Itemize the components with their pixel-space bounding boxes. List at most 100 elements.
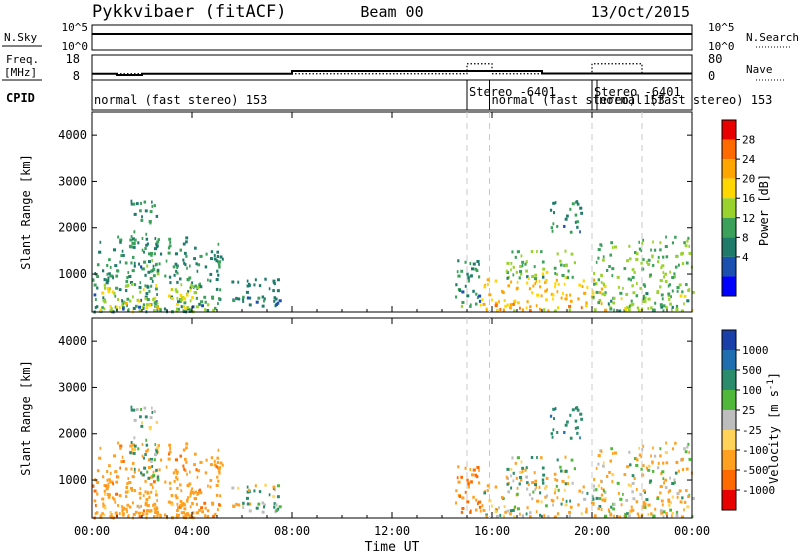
- power-cell: [144, 273, 147, 277]
- power-cell: [556, 290, 559, 294]
- velocity-cell: [643, 505, 647, 509]
- power-cell: [688, 244, 691, 248]
- velocity-cell: [593, 477, 596, 481]
- power-cell: [536, 293, 540, 297]
- velocity-cell: [680, 457, 684, 461]
- velocity-cell: [685, 489, 688, 493]
- velocity-cell: [114, 500, 117, 504]
- velocity-cell: [216, 461, 220, 465]
- power-cell: [671, 308, 673, 312]
- power-cell: [253, 283, 256, 287]
- power-cell: [544, 278, 548, 282]
- power-cell: [681, 290, 684, 294]
- velocity-cell: [557, 488, 560, 492]
- colorbar-swatch: [722, 430, 736, 450]
- power-cell: [676, 289, 679, 293]
- power-cell: [213, 257, 217, 261]
- velocity-cell: [249, 502, 252, 506]
- power-cell: [133, 212, 137, 216]
- colorbar-frame: [721, 119, 737, 297]
- velocity-cell: [512, 508, 515, 512]
- power-cell: [130, 261, 133, 265]
- velocity-cell: [583, 497, 587, 501]
- velocity-cell: [650, 512, 653, 516]
- velocity-cell: [182, 464, 185, 468]
- power-cell: [519, 272, 523, 276]
- power-cell: [631, 302, 635, 306]
- velocity-cell: [656, 497, 660, 501]
- velocity-cell: [143, 466, 147, 470]
- velocity-cell: [681, 468, 685, 472]
- power-cell: [644, 296, 647, 300]
- velocity-cell: [516, 456, 520, 460]
- power-cell: [119, 240, 122, 244]
- velocity-cell: [650, 454, 652, 458]
- power-cell: [691, 290, 695, 294]
- power-cell: [216, 250, 220, 254]
- power-cell: [108, 258, 111, 262]
- power-cell: [134, 304, 138, 308]
- power-cell: [248, 303, 252, 307]
- power-cell: [171, 288, 173, 292]
- power-cell: [618, 309, 622, 313]
- velocity-cell: [652, 446, 654, 450]
- velocity-cell: [641, 448, 644, 452]
- power-cell: [201, 304, 204, 308]
- velocity-cell: [608, 509, 611, 513]
- velocity-cell: [275, 509, 278, 513]
- power-cell: [525, 260, 528, 264]
- power-cell: [600, 302, 603, 306]
- power-cell: [518, 276, 521, 280]
- power-cell: [110, 307, 113, 311]
- velocity-cell: [516, 507, 520, 511]
- velocity-cell: [675, 510, 679, 514]
- velocity-cell: [466, 500, 470, 504]
- x-tick-label: 00:00: [674, 524, 710, 538]
- power-cell: [684, 244, 688, 248]
- velocity-cell: [664, 478, 668, 482]
- power-cell: [99, 308, 102, 312]
- velocity-cell: [568, 514, 571, 518]
- power-cell: [476, 260, 480, 264]
- power-cell: [506, 276, 509, 280]
- y-tick-label: 3000: [58, 380, 87, 394]
- velocity-cell: [544, 486, 547, 490]
- velocity-cell: [105, 487, 109, 491]
- power-cell: [130, 202, 133, 206]
- velocity-cell: [119, 446, 122, 450]
- velocity-cell: [549, 414, 553, 418]
- power-cell: [109, 308, 113, 312]
- velocity-cell: [593, 514, 597, 518]
- power-cell: [519, 264, 523, 268]
- power-cell: [172, 265, 176, 269]
- power-cell: [528, 287, 532, 291]
- power-cell: [216, 255, 220, 259]
- power-cell: [176, 265, 179, 269]
- velocity-cell: [171, 494, 173, 498]
- power-cell: [677, 263, 680, 267]
- power-cell: [219, 288, 222, 292]
- velocity-cell: [683, 508, 685, 512]
- velocity-cell: [132, 501, 134, 505]
- power-cell: [507, 284, 511, 288]
- power-cell: [132, 242, 136, 246]
- power-cell: [119, 238, 123, 242]
- velocity-cell: [176, 502, 179, 506]
- velocity-cell: [579, 412, 583, 416]
- power-cell: [576, 220, 579, 224]
- power-cell: [126, 276, 129, 280]
- velocity-cell: [494, 510, 498, 514]
- power-cell: [109, 305, 112, 309]
- velocity-cell: [209, 485, 212, 489]
- velocity-cell: [601, 498, 605, 502]
- power-cell: [461, 300, 465, 304]
- velocity-cell: [536, 456, 538, 460]
- freq-label-line2: [MHz]: [4, 66, 37, 79]
- power-cell: [273, 282, 276, 286]
- power-cell: [657, 260, 660, 264]
- velocity-cell: [191, 511, 195, 515]
- velocity-cell: [594, 488, 598, 492]
- power-cell: [500, 289, 504, 293]
- velocity-cell: [117, 441, 120, 445]
- power-cell: [130, 282, 134, 286]
